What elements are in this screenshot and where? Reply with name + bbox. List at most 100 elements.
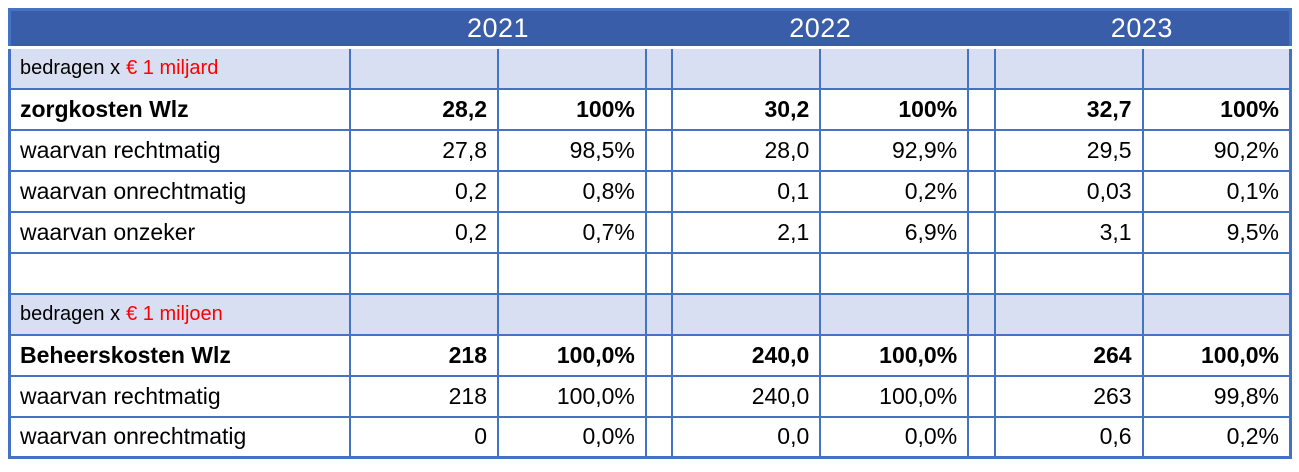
empty-cell [349,251,499,295]
table-row: waarvan rechtmatig 27,8 98,5% 28,0 92,9% 29,5… [8,128,1292,172]
row-label-cell: waarvan onrechtmatig [8,415,352,459]
unit-prefix-text: bedragen x [20,302,121,325]
table-row: waarvan onrechtmatig 0,2 0,8% 0,1 0,2% 0,03 0,… [8,169,1292,213]
percent-cell: 100,0% [819,333,970,377]
table-row: waarvan onzeker 0,2 0,7% 2,1 6,9% 3,1 9,5% [8,210,1292,254]
unit-cell [993,46,1144,90]
table-row: zorgkosten Wlz 28,2 100% 30,2 100% 32,7 100% [8,87,1292,131]
table-row: waarvan rechtmatig 218 100,0% 240,0 100,0% 26… [8,374,1292,418]
spacer-cell [967,128,996,172]
empty-cell [671,251,822,295]
percent-cell: 100,0% [497,374,647,418]
value-cell: 0,6 [993,415,1144,459]
row-label-cell: waarvan rechtmatig [8,374,352,418]
spacer-cell [644,128,674,172]
empty-cell [967,251,996,295]
row-label-cell: waarvan onrechtmatig [8,169,352,213]
unit-label-cell: bedragen x € 1 miljard [8,46,352,90]
unit-cell [497,46,647,90]
percent-cell: 6,9% [819,210,970,254]
empty-cell [8,251,352,295]
percent-cell: 92,9% [819,128,970,172]
wlz-costs-table: 2021 2022 2023 bedragen x € 1 miljard zorg… [8,8,1292,459]
spacer-cell [967,46,996,90]
spacer-cell [644,333,674,377]
value-cell: 0 [349,415,499,459]
spacer-cell [644,87,674,131]
value-cell: 3,1 [993,210,1144,254]
value-cell: 32,7 [993,87,1144,131]
percent-cell: 0,2% [819,169,970,213]
value-cell: 0,2 [349,169,499,213]
unit-cell [819,292,970,336]
spacer-cell [967,169,996,213]
value-cell: 0,2 [349,210,499,254]
value-cell: 218 [349,333,499,377]
percent-cell: 0,7% [497,210,647,254]
value-cell: 27,8 [349,128,499,172]
year-header-row: 2021 2022 2023 [9,9,1291,49]
unit-row: bedragen x € 1 miljoen [8,292,1292,336]
unit-cell [993,292,1144,336]
spacer-cell [967,333,996,377]
unit-cell [1141,292,1292,336]
value-cell: 29,5 [993,128,1144,172]
spacer-cell [967,374,996,418]
value-cell: 30,2 [671,87,822,131]
percent-cell: 100% [1141,87,1292,131]
unit-highlight-text: € 1 miljoen [126,302,223,325]
percent-cell: 0,8% [497,169,647,213]
percent-cell: 100,0% [819,374,970,418]
percent-cell: 100,0% [1141,333,1292,377]
separator-row [8,251,1292,295]
value-cell: 263 [993,374,1144,418]
table-row: waarvan onrechtmatig 0 0,0% 0,0 0,0% 0,6 0,2% [8,415,1292,459]
spacer-cell [967,415,996,459]
spacer-cell [644,169,674,213]
percent-cell: 100,0% [497,333,647,377]
unit-cell [671,292,822,336]
percent-cell: 0,0% [497,415,647,459]
row-label-cell: waarvan onzeker [8,210,352,254]
value-cell: 0,03 [993,169,1144,213]
percent-cell: 90,2% [1141,128,1292,172]
percent-cell: 100% [497,87,647,131]
unit-prefix-text: bedragen x [20,56,121,79]
value-cell: 240,0 [671,374,822,418]
unit-cell [819,46,970,90]
percent-cell: 9,5% [1141,210,1292,254]
empty-cell [819,251,970,295]
empty-cell [497,251,647,295]
value-cell: 0,1 [671,169,822,213]
year-header-2023: 2023 [994,9,1291,49]
row-label-cell: zorgkosten Wlz [8,87,352,131]
year-header-2022: 2022 [672,9,969,49]
percent-cell: 100% [819,87,970,131]
spacer-cell [644,374,674,418]
empty-cell [993,251,1144,295]
value-cell: 240,0 [671,333,822,377]
row-label-cell: waarvan rechtmatig [8,128,352,172]
spacer-cell [644,46,674,90]
row-label-cell: Beheerskosten Wlz [8,333,352,377]
spacer-cell [967,87,996,131]
spacer-cell [967,292,996,336]
unit-cell [349,46,499,90]
percent-cell: 0,0% [819,415,970,459]
header-corner-cell [9,9,351,49]
value-cell: 218 [349,374,499,418]
percent-cell: 0,1% [1141,169,1292,213]
value-cell: 2,1 [671,210,822,254]
spacer-cell [644,415,674,459]
value-cell: 264 [993,333,1144,377]
spacer-cell [644,210,674,254]
percent-cell: 98,5% [497,128,647,172]
percent-cell: 0,2% [1141,415,1292,459]
percent-cell: 99,8% [1141,374,1292,418]
spacer-cell [967,210,996,254]
unit-cell [1141,46,1292,90]
year-header-2021: 2021 [350,9,646,49]
unit-cell [349,292,499,336]
spacer-cell [644,292,674,336]
